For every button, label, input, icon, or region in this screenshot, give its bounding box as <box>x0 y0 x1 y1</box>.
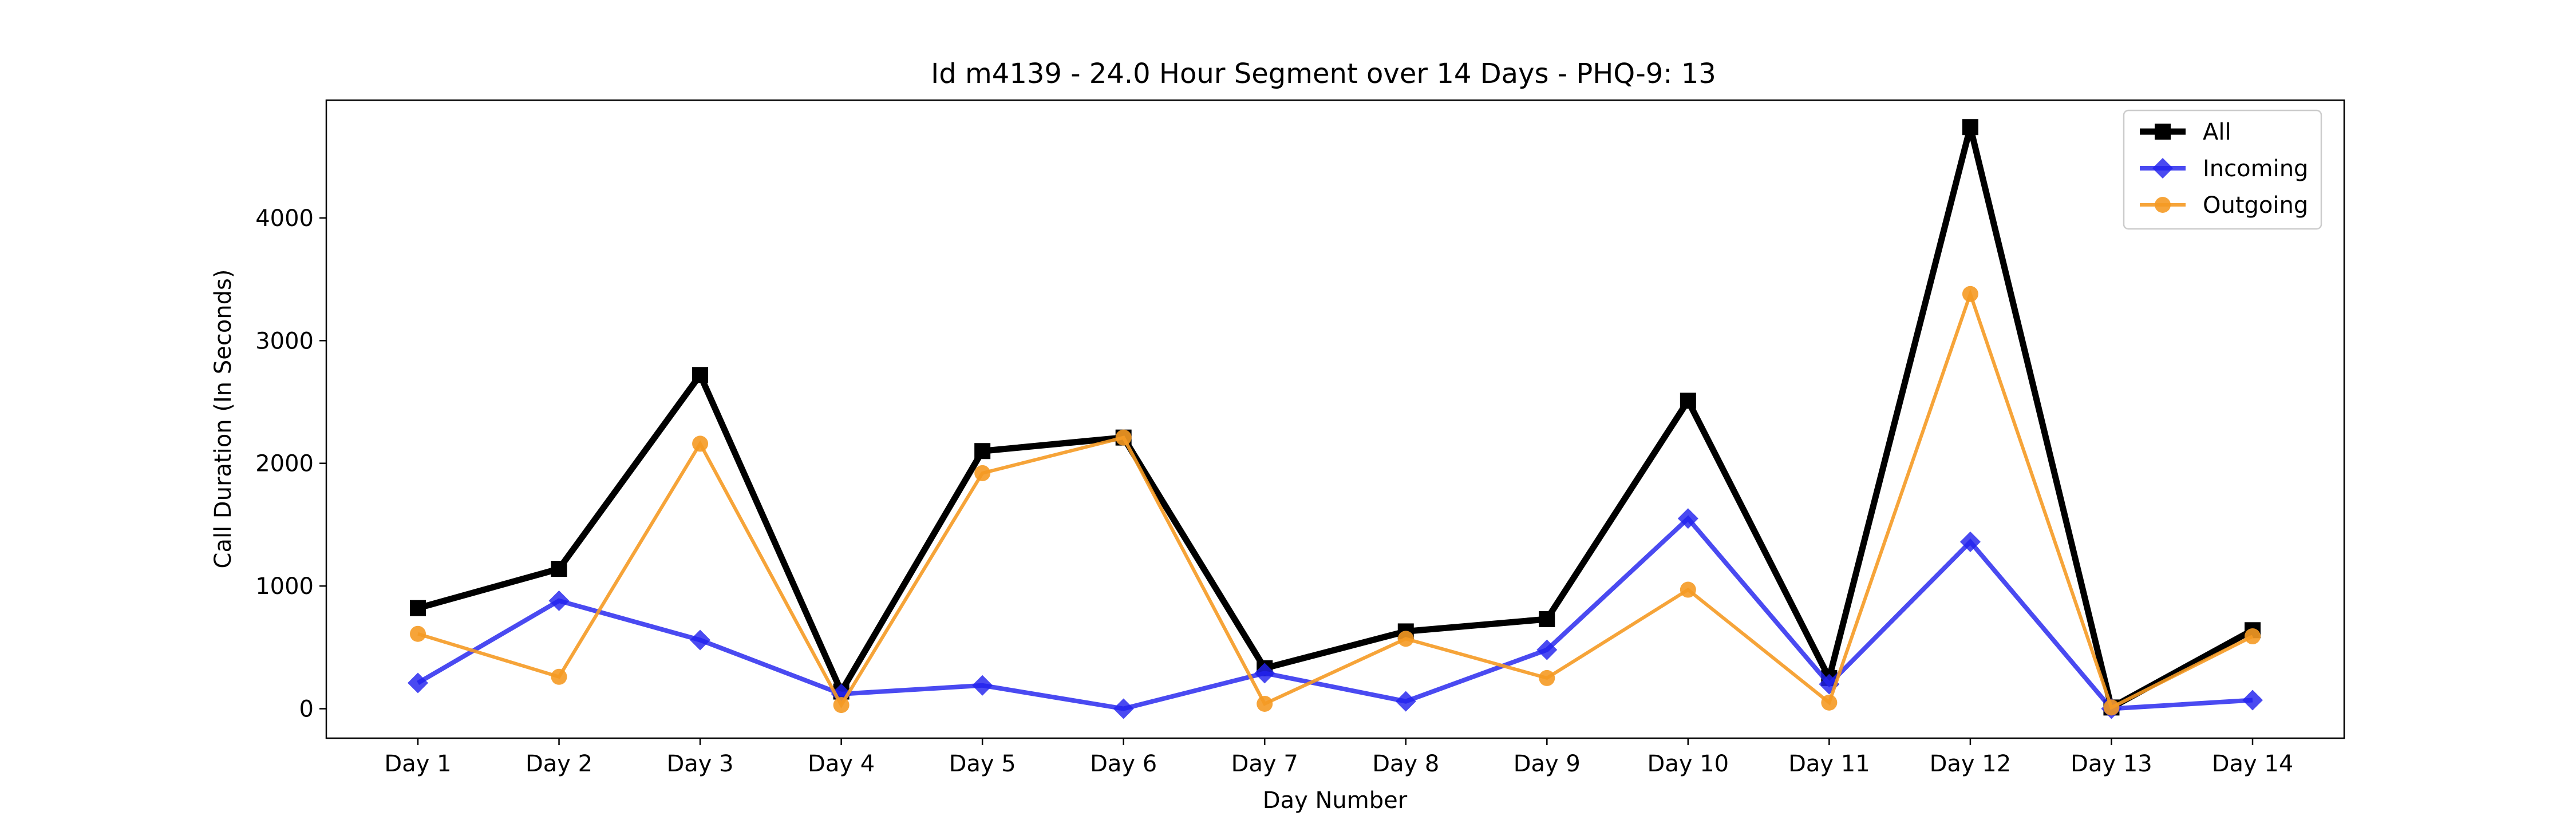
point-incoming-day-10 <box>1677 508 1698 529</box>
legend-marker-incoming <box>2152 158 2173 179</box>
legend: All Incoming Outgoing <box>2123 109 2322 230</box>
y-axis-label: Call Duration (In Seconds) <box>210 270 236 569</box>
y-tick-label-4000: 4000 <box>255 205 314 232</box>
point-incoming-day-5 <box>972 675 993 696</box>
point-outgoing-day-7 <box>1257 695 1273 712</box>
point-all-day-1 <box>410 600 426 616</box>
legend-box <box>2123 109 2322 230</box>
point-outgoing-day-2 <box>551 668 567 685</box>
point-outgoing-day-12 <box>1962 286 1978 302</box>
point-outgoing-day-10 <box>1680 581 1696 598</box>
point-outgoing-day-4 <box>833 697 850 714</box>
point-all-day-5 <box>974 443 991 459</box>
point-incoming-day-6 <box>1113 698 1134 719</box>
x-tick-label-day-6: Day 6 <box>1090 751 1157 777</box>
x-tick-label-day-3: Day 3 <box>666 751 733 777</box>
plot-frame <box>325 99 2345 739</box>
point-outgoing-day-9 <box>1539 670 1555 686</box>
point-incoming-day-12 <box>1959 531 1981 552</box>
x-tick-label-day-14: Day 14 <box>2212 751 2294 777</box>
x-tick-label-day-13: Day 13 <box>2071 751 2152 777</box>
legend-label-outgoing: Outgoing <box>2203 192 2308 219</box>
point-outgoing-day-3 <box>692 435 709 452</box>
point-incoming-day-14 <box>2242 690 2263 711</box>
x-tick-label-day-2: Day 2 <box>526 751 592 777</box>
point-all-day-3 <box>692 367 709 383</box>
point-incoming-day-3 <box>690 629 711 651</box>
series-line-all <box>417 126 2254 712</box>
point-outgoing-day-13 <box>2103 699 2120 716</box>
series-layer <box>408 119 2263 719</box>
x-tick-label-day-11: Day 11 <box>1788 751 1870 777</box>
x-tick-label-day-1: Day 1 <box>384 751 451 777</box>
point-all-day-12 <box>1962 119 1978 136</box>
point-all-day-10 <box>1680 393 1696 409</box>
legend-marker-all <box>2155 124 2171 140</box>
point-all-day-2 <box>551 561 567 577</box>
point-outgoing-day-11 <box>1821 694 1838 711</box>
point-incoming-day-7 <box>1254 663 1275 684</box>
x-axis-label: Day Number <box>1263 787 1408 814</box>
point-outgoing-day-8 <box>1397 631 1414 647</box>
series-line-outgoing <box>417 288 2254 710</box>
point-incoming-day-9 <box>1536 639 1558 660</box>
x-tick-label-day-10: Day 10 <box>1647 751 1729 777</box>
y-tick-label-2000: 2000 <box>255 451 314 477</box>
legend-item-outgoing: Outgoing <box>2140 192 2308 219</box>
x-tick-label-day-12: Day 12 <box>1930 751 2012 777</box>
point-incoming-day-2 <box>548 590 570 611</box>
series-line-incoming <box>416 515 2253 711</box>
point-outgoing-day-6 <box>1115 429 1132 446</box>
chart-title: Id m4139 - 24.0 Hour Segment over 14 Day… <box>931 58 1716 90</box>
legend-item-all: All <box>2140 119 2231 145</box>
y-tick-label-0: 0 <box>299 696 314 723</box>
series-outgoing <box>410 286 2261 716</box>
point-all-day-9 <box>1539 611 1555 628</box>
axis-ticks: Day 1 Day 2 Day 3 Day 4 Day 5 Day 6 Day 7 Day 8… <box>255 205 2293 777</box>
x-tick-label-day-5: Day 5 <box>949 751 1016 777</box>
point-outgoing-day-14 <box>2245 628 2261 645</box>
series-all <box>410 119 2261 716</box>
legend-label-all: All <box>2203 119 2231 145</box>
point-outgoing-day-1 <box>410 625 426 642</box>
point-incoming-day-8 <box>1395 691 1416 712</box>
legend-marker-outgoing <box>2155 197 2171 213</box>
x-tick-label-day-4: Day 4 <box>808 751 875 777</box>
legend-item-incoming: Incoming <box>2140 156 2308 182</box>
point-outgoing-day-5 <box>974 465 991 481</box>
point-incoming-day-1 <box>408 672 428 694</box>
y-tick-label-1000: 1000 <box>255 573 314 600</box>
y-tick-label-3000: 3000 <box>255 328 314 354</box>
x-tick-label-day-8: Day 8 <box>1372 751 1439 777</box>
x-tick-label-day-9: Day 9 <box>1514 751 1581 777</box>
x-tick-label-day-7: Day 7 <box>1231 751 1298 777</box>
legend-label-incoming: Incoming <box>2203 156 2308 182</box>
